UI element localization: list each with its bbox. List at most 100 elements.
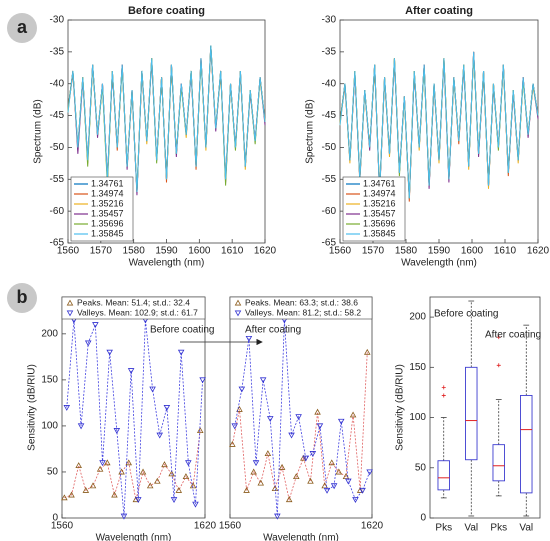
marker (328, 459, 336, 466)
y-tick-label: 100 (41, 421, 58, 432)
x-tick-label: 1570 (90, 246, 113, 257)
marker (104, 459, 111, 466)
box (492, 444, 505, 482)
legend-label: 1.35696 (91, 218, 124, 228)
marker (243, 486, 250, 493)
series-line (339, 51, 539, 199)
x-tick-label: 1600 (461, 246, 484, 257)
x-tick-label: 1590 (155, 246, 178, 257)
x-tick-label: 1580 (395, 246, 418, 257)
x-tick-label: 1580 (123, 246, 146, 257)
x-tick-label: 1620 (361, 521, 384, 532)
legend-marker (66, 310, 74, 317)
marker (252, 460, 260, 467)
legend-label: Valleys. Mean: 81.2; st.d.: 58.2 (245, 307, 361, 317)
y-tick-label: -35 (50, 46, 65, 57)
y-tick-label: -50 (50, 142, 65, 153)
x-tick-label: 1620 (527, 246, 550, 257)
panel-badge (7, 13, 37, 43)
legend-box (229, 296, 373, 320)
marker (274, 513, 281, 520)
legend-label: 1.34974 (363, 188, 396, 198)
legend-label: 1.35696 (363, 218, 396, 228)
legend-label: 1.34761 (363, 178, 396, 188)
marker (366, 469, 373, 476)
marker (288, 432, 295, 439)
marker (352, 497, 359, 504)
marker (278, 463, 286, 470)
marker (170, 497, 178, 504)
series-line (234, 319, 371, 517)
legend-label: Peaks. Mean: 51.4; st.d.: 32.4 (77, 297, 190, 307)
x-tick-label: 1560 (329, 246, 352, 257)
x-tick-label: 1560 (51, 521, 74, 532)
outlier (496, 335, 501, 340)
marker (335, 468, 343, 475)
x-tick-label: 1570 (362, 246, 385, 257)
x-tick-label: Pks (490, 523, 507, 534)
y-axis-label: Spectrum (dB) (305, 99, 316, 163)
marker (89, 482, 97, 489)
x-tick-label: Val (464, 523, 478, 534)
marker (264, 450, 272, 457)
legend-label: 1.35845 (91, 228, 124, 238)
chart-title: Before coating (128, 5, 205, 17)
marker (118, 468, 125, 475)
marker (192, 501, 199, 508)
marker (337, 418, 345, 425)
marker (363, 348, 371, 355)
legend-box (342, 176, 406, 242)
marker (182, 473, 190, 480)
marker (132, 496, 140, 503)
marker (250, 468, 257, 475)
marker (309, 451, 317, 457)
x-tick-label: 1620 (254, 246, 277, 257)
legend-label: Peaks. Mean: 63.3; st.d.: 38.6 (245, 297, 358, 307)
marker (292, 473, 300, 480)
y-tick-label: 0 (52, 513, 58, 524)
annotation: After coating (485, 330, 541, 341)
y-tick-label: -45 (322, 110, 337, 121)
marker (259, 377, 267, 384)
y-tick-label: -30 (50, 15, 65, 26)
y-tick-label: -35 (322, 46, 337, 57)
marker (314, 408, 321, 415)
legend-label: 1.35216 (363, 198, 396, 208)
legend-label: 1.35845 (363, 228, 396, 238)
marker (342, 473, 350, 480)
x-tick-label: Val (519, 523, 533, 534)
legend-label: 1.34761 (91, 178, 124, 188)
x-tick-label: 1560 (219, 521, 242, 532)
y-tick-label: 150 (409, 362, 426, 373)
x-axis-label: Wavelength (nm) (96, 533, 172, 541)
marker (125, 459, 133, 466)
legend-marker (66, 299, 74, 306)
legend-marker (234, 310, 242, 317)
marker (236, 405, 243, 412)
y-tick-label: 200 (41, 328, 58, 339)
marker (257, 479, 265, 486)
legend-label: 1.34974 (91, 188, 124, 198)
marker (295, 414, 302, 421)
marker (161, 461, 168, 468)
series-line (66, 319, 204, 517)
marker (92, 322, 99, 329)
y-tick-label: 50 (415, 462, 427, 473)
y-tick-label: -60 (50, 206, 65, 217)
y-tick-label: -60 (322, 206, 337, 217)
marker (168, 470, 175, 477)
marker (285, 496, 293, 503)
marker (154, 477, 161, 484)
marker (127, 368, 135, 375)
legend-marker (234, 299, 242, 306)
marker (99, 460, 106, 467)
marker (68, 491, 75, 498)
x-axis-label: Wavelength (nm) (129, 258, 205, 269)
marker (321, 482, 328, 489)
x-axis-label: Wavelength (nm) (263, 533, 339, 541)
y-axis-label: Sensitivity (dB/RIU) (395, 364, 406, 451)
x-tick-label: 1610 (221, 246, 244, 257)
series-line (67, 45, 266, 193)
